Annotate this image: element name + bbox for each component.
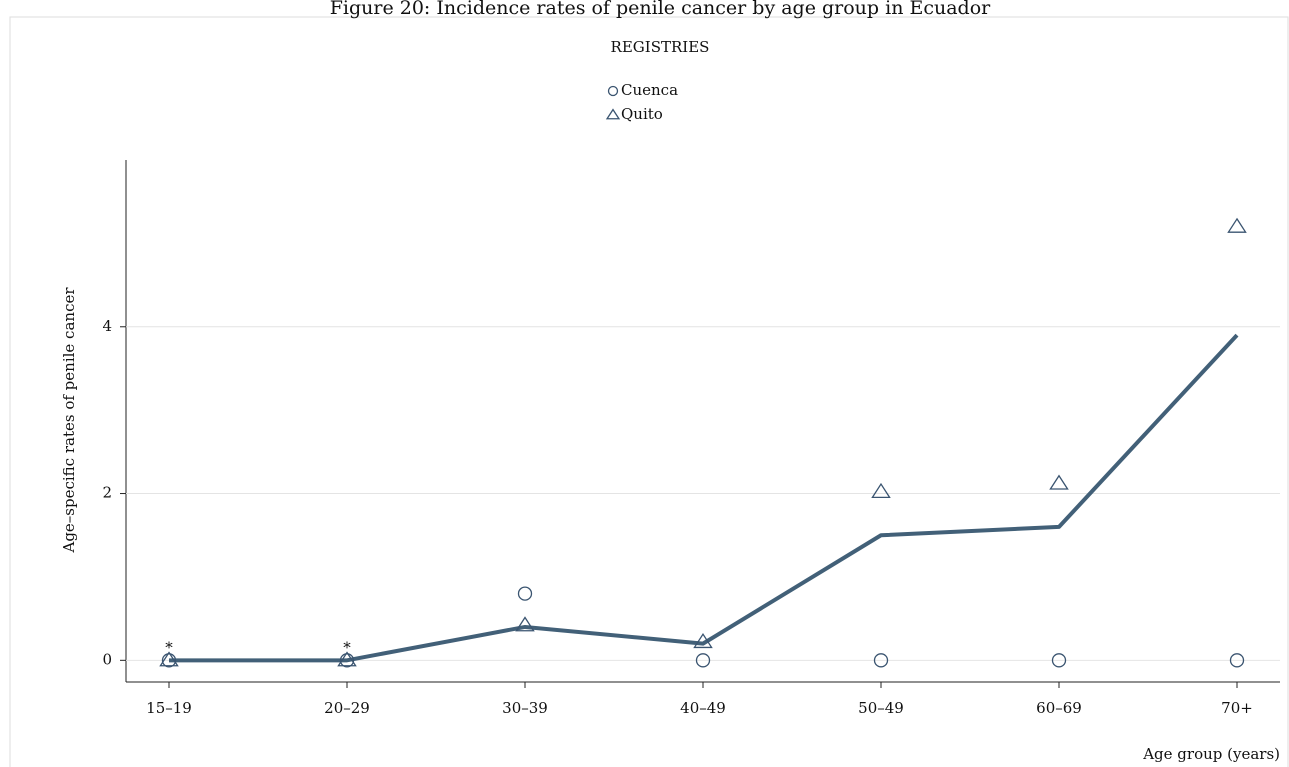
triangle-point <box>515 616 535 632</box>
legend-label: Quito <box>621 105 663 123</box>
x-tick-label: 70+ <box>1221 699 1253 717</box>
triangle-point <box>871 482 891 498</box>
circle-point <box>517 586 533 601</box>
circle-point <box>695 653 711 668</box>
triangle-point <box>159 651 179 667</box>
x-tick-label: 30–39 <box>502 699 548 717</box>
chart-title: Figure 20: Incidence rates of penile can… <box>330 0 991 19</box>
legend-symbol <box>605 108 621 120</box>
x-tick-label: 40–49 <box>680 699 726 717</box>
circle-point <box>161 653 177 668</box>
x-tick-label: 60–69 <box>1036 699 1082 717</box>
legend-label: Cuenca <box>621 81 678 99</box>
x-tick-label: 20–29 <box>324 699 370 717</box>
circle-point <box>873 653 889 668</box>
annotation: * <box>165 638 173 656</box>
triangle-point <box>1227 217 1247 233</box>
legend-symbol <box>607 85 619 97</box>
plot-frame <box>9 16 1289 767</box>
y-tick-label: 2 <box>102 484 112 502</box>
triangle-point <box>1049 474 1069 490</box>
circle-point <box>339 653 355 668</box>
y-axis-label: Age–specific rates of penile cancer <box>60 287 78 554</box>
x-tick-label: 50–49 <box>858 699 904 717</box>
triangle-point <box>693 632 713 649</box>
x-axis-label: Age group (years) <box>1142 745 1280 763</box>
y-tick-label: 4 <box>102 317 112 335</box>
triangle-point <box>337 651 357 667</box>
circle-point <box>1051 653 1067 668</box>
circle-point <box>1229 653 1245 668</box>
legend-title: REGISTRIES <box>611 38 710 56</box>
annotation: * <box>343 638 351 656</box>
x-tick-label: 15–19 <box>146 699 192 717</box>
y-tick-label: 0 <box>102 650 112 668</box>
line-series <box>169 333 1239 663</box>
